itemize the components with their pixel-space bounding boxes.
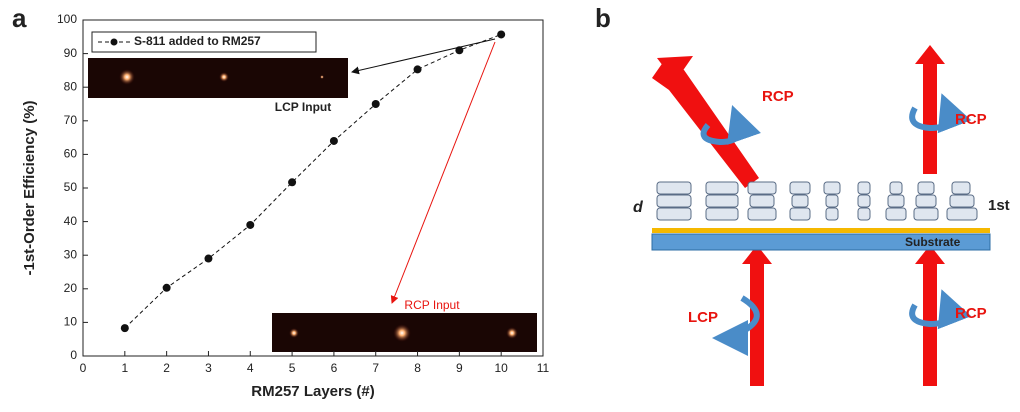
x-tick-label: 11 bbox=[537, 361, 550, 375]
y-axis-label: -1st-Order Efficiency (%) bbox=[21, 100, 38, 275]
annotation: RCP Input bbox=[404, 298, 460, 312]
x-tick-label: 2 bbox=[163, 361, 170, 375]
x-tick-label: 4 bbox=[247, 361, 254, 375]
x-tick-label: 1 bbox=[121, 361, 128, 375]
x-tick-label: 7 bbox=[372, 361, 379, 375]
data-point bbox=[455, 46, 464, 55]
diagram-label: LCP bbox=[688, 309, 718, 326]
y-tick-label: 90 bbox=[64, 46, 78, 60]
y-tick-label: 60 bbox=[64, 147, 78, 161]
data-point bbox=[246, 220, 255, 229]
diagram-label: d bbox=[633, 199, 644, 216]
x-axis-label: RM257 Layers (#) bbox=[251, 383, 374, 400]
legend-label: S-811 added to RM257 bbox=[134, 34, 261, 48]
data-point bbox=[371, 100, 380, 108]
diagram-label: 1st bbox=[988, 197, 1010, 214]
y-tick-label: 10 bbox=[64, 315, 78, 329]
series-line bbox=[124, 33, 502, 329]
x-tick-label: 8 bbox=[414, 361, 421, 375]
y-tick-label: 80 bbox=[64, 79, 78, 93]
data-point bbox=[162, 283, 171, 292]
data-point bbox=[329, 136, 338, 145]
x-tick-label: 0 bbox=[80, 361, 87, 375]
data-point bbox=[288, 178, 297, 187]
x-tick-label: 9 bbox=[456, 361, 463, 375]
diagram-label: RCP bbox=[955, 305, 987, 322]
annotation: LCP Input bbox=[275, 100, 331, 114]
panel-label: b bbox=[595, 3, 611, 33]
inset-rcp bbox=[272, 313, 537, 352]
y-tick-label: 50 bbox=[64, 180, 78, 194]
data-point bbox=[413, 65, 422, 74]
arrow bbox=[390, 41, 496, 304]
panel-label: a bbox=[12, 3, 27, 33]
legend: S-811 added to RM257 bbox=[91, 31, 317, 53]
diagram-label: Substrate bbox=[905, 235, 961, 249]
y-tick-label: 100 bbox=[57, 12, 77, 26]
x-tick-label: 6 bbox=[331, 361, 338, 375]
diagram-label: RCP bbox=[955, 111, 987, 128]
data-point bbox=[497, 30, 506, 39]
y-tick-label: 40 bbox=[64, 214, 78, 228]
y-tick-label: 0 bbox=[70, 348, 77, 362]
y-tick-label: 70 bbox=[64, 113, 78, 127]
x-tick-label: 5 bbox=[289, 361, 296, 375]
inset-lcp bbox=[88, 58, 348, 98]
data-point bbox=[120, 324, 129, 333]
y-tick-label: 30 bbox=[64, 247, 78, 261]
y-tick-label: 20 bbox=[64, 281, 78, 295]
data-point bbox=[204, 254, 213, 263]
diagram-label: RCP bbox=[762, 88, 794, 105]
diagram bbox=[651, 45, 991, 386]
x-tick-label: 3 bbox=[205, 361, 212, 375]
x-tick-label: 10 bbox=[495, 361, 509, 375]
arrow bbox=[351, 38, 496, 75]
